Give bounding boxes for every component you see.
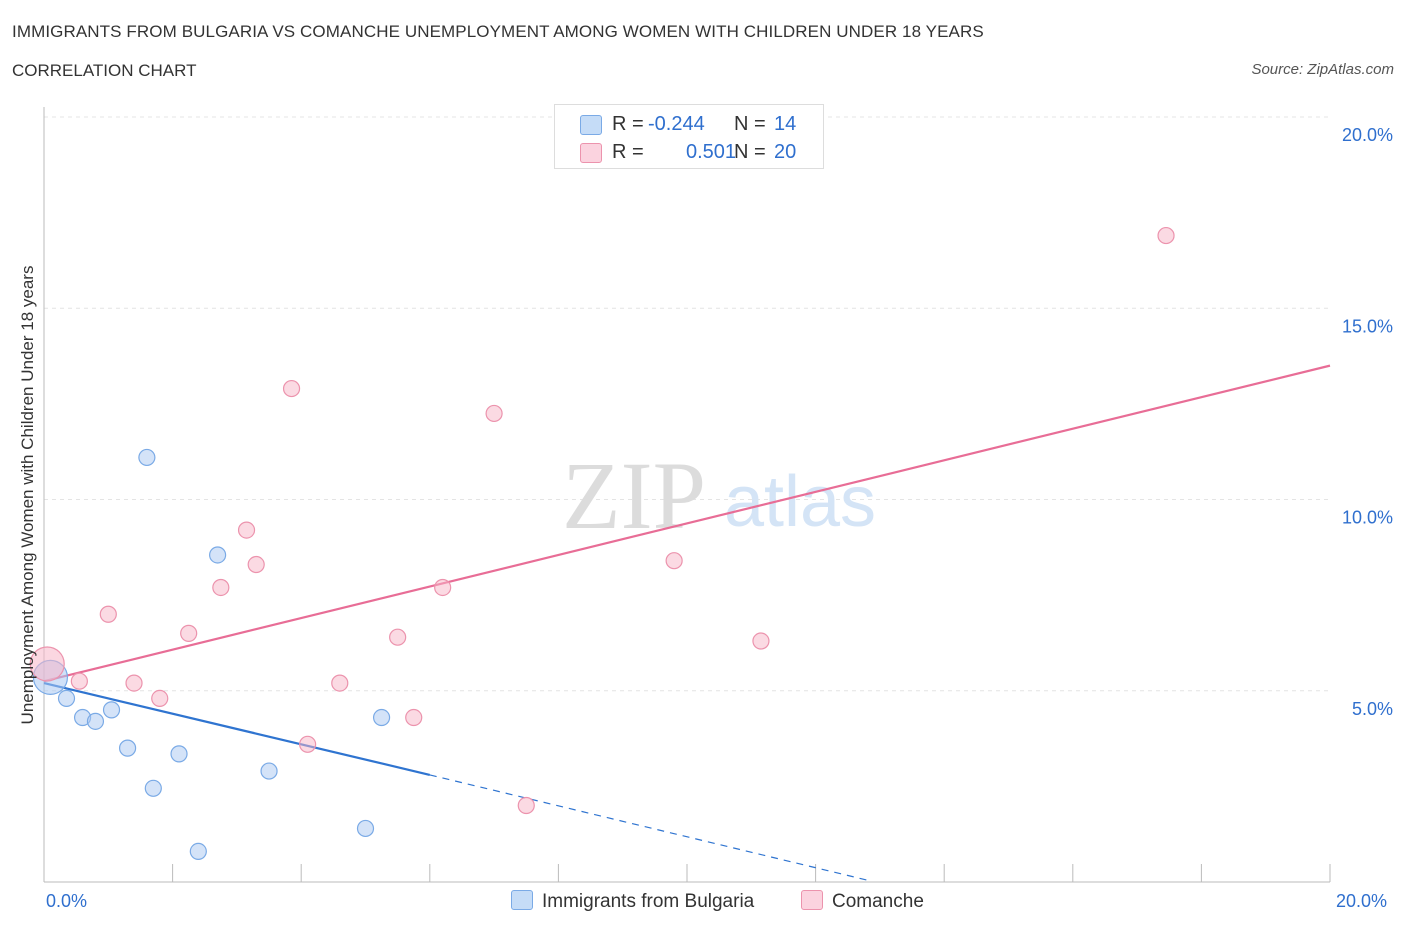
data-point-bulgaria [102,701,121,719]
data-point-comanche [125,674,143,692]
data-point-comanche [70,672,88,690]
y-tick-labels: 5.0% 10.0% 15.0% 20.0% [1342,125,1393,719]
grid-lines [44,116,1330,692]
data-point-bulgaria [57,689,76,708]
legend-r-label: R = [612,141,644,163]
bottom-legend-bulgaria: Immigrants from Bulgaria [511,890,754,913]
bottom-legend-label-bulgaria: Immigrants from Bulgaria [542,891,755,912]
data-point-comanche [212,578,230,597]
data-point-comanche [517,796,535,815]
data-point-comanche [247,555,265,574]
y-tick-label: 15.0% [1342,316,1393,336]
bottom-legend-swatch-bulgaria [511,890,533,910]
data-point-comanche [405,708,423,727]
data-point-bulgaria [189,842,207,861]
y-axis-label: Unemployment Among Women with Children U… [18,265,37,725]
chart-title: IMMIGRANTS FROM BULGARIA VS COMANCHE UNE… [12,22,984,41]
data-point-comanche [299,735,317,753]
trend-line-bulgaria [43,682,431,776]
axes [43,107,1331,883]
data-point-bulgaria [138,448,156,467]
data-point-comanche [151,689,169,708]
legend-r-label: R = [612,113,644,135]
data-point-comanche [1157,226,1175,245]
chart-subtitle: CORRELATION CHART [12,61,197,80]
x-tick-label-min: 0.0% [46,891,88,911]
data-point-comanche [665,552,683,570]
trend-line-comanche [43,364,1331,683]
legend-n-value: 14 [774,113,797,135]
data-points [29,226,1175,861]
y-tick-label: 5.0% [1352,699,1393,719]
data-point-bulgaria [118,739,137,757]
source-label: Source: ZipAtlas.com [1251,61,1394,78]
legend-swatch-comanche [580,143,602,163]
data-point-bulgaria [356,819,375,838]
watermark-zip: ZIP [562,442,706,549]
legend-n-label: N = [734,113,766,135]
legend-n-label: N = [734,141,766,163]
legend-r-value: -0.244 [648,113,705,135]
data-point-bulgaria [260,762,278,780]
data-point-comanche [389,628,407,646]
y-tick-label: 20.0% [1342,125,1393,145]
data-point-bulgaria [86,712,105,730]
data-point-comanche [282,379,301,398]
data-point-comanche [180,624,198,642]
watermark-atlas: atlas [724,462,876,542]
data-point-bulgaria [209,546,227,564]
stats-legend: R = -0.244 N = 14 R = 0.501 N = 20 [554,104,824,169]
trend-line-extension [429,774,868,881]
trend-lines [43,364,1331,881]
data-point-comanche [331,674,349,692]
data-point-comanche [237,521,256,539]
data-point-comanche [434,578,452,597]
bottom-legend-label-comanche: Comanche [832,891,924,912]
legend-n-value: 20 [774,141,797,163]
data-point-comanche [99,605,117,623]
data-point-comanche [485,404,503,423]
bottom-legend-comanche: Comanche [801,890,924,913]
y-tick-label: 10.0% [1342,508,1393,528]
bottom-legend-swatch-comanche [801,890,823,910]
data-point-bulgaria [170,745,188,763]
legend-swatch-bulgaria [580,115,602,135]
data-point-bulgaria [372,708,391,727]
legend-r-value: 0.501 [686,141,737,163]
data-point-comanche [29,646,65,682]
data-point-bulgaria [144,779,162,797]
x-tick-label-max: 20.0% [1336,891,1388,911]
data-point-comanche [752,632,770,650]
